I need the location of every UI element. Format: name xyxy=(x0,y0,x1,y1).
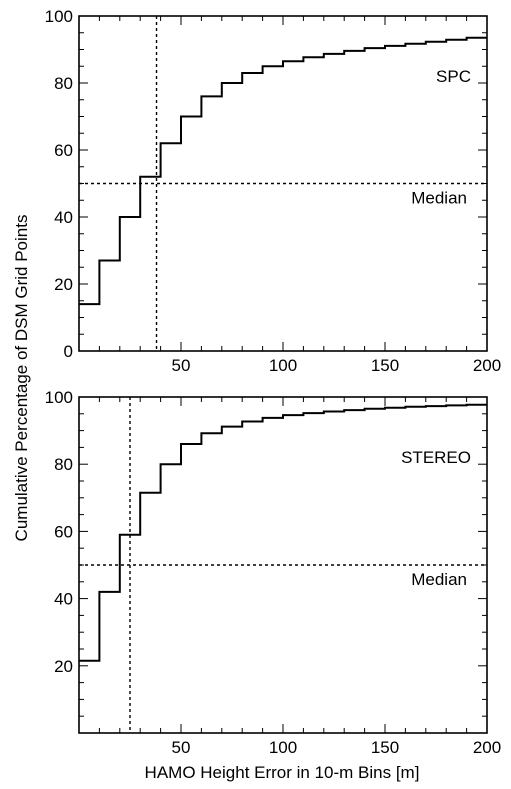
spc-y-tick-label: 0 xyxy=(64,342,73,361)
stereo-y-tick-label: 60 xyxy=(54,522,73,541)
stereo-panel-label: STEREO xyxy=(401,448,471,467)
spc-x-tick-label: 200 xyxy=(473,356,501,375)
stereo-y-tick-label: 100 xyxy=(45,388,73,407)
spc-y-tick-label: 60 xyxy=(54,141,73,160)
y-axis-label: Cumulative Percentage of DSM Grid Points xyxy=(12,215,31,542)
spc-y-tick-label: 100 xyxy=(45,7,73,26)
stereo-y-tick-label: 20 xyxy=(54,657,73,676)
spc-panel-label: SPC xyxy=(436,67,471,86)
spc-y-tick-label: 20 xyxy=(54,275,73,294)
spc-y-tick-label: 80 xyxy=(54,74,73,93)
stereo-x-tick-label: 150 xyxy=(371,738,399,757)
top-panel-spc: 50 100 150 200 0 20 40 60 80 100 SPC Median xyxy=(45,7,502,375)
spc-x-tick-label: 100 xyxy=(269,356,297,375)
spc-x-tick-label: 150 xyxy=(371,356,399,375)
spc-x-tick-label: 50 xyxy=(172,356,191,375)
spc-cumulative-step-line xyxy=(79,36,487,306)
stereo-y-tick-label: 80 xyxy=(54,455,73,474)
bottom-panel-stereo: 50 100 150 200 20 40 60 80 100 STEREO Median xyxy=(45,388,502,757)
stereo-median-label: Median xyxy=(411,570,467,589)
stereo-y-tick-label: 40 xyxy=(54,590,73,609)
spc-y-tick-label: 40 xyxy=(54,208,73,227)
spc-median-label: Median xyxy=(411,189,467,208)
stereo-x-tick-label: 100 xyxy=(269,738,297,757)
stereo-cumulative-step-line xyxy=(79,403,487,662)
stereo-x-tick-label: 200 xyxy=(473,738,501,757)
x-axis-label: HAMO Height Error in 10-m Bins [m] xyxy=(145,763,420,782)
stereo-x-tick-label: 50 xyxy=(172,738,191,757)
